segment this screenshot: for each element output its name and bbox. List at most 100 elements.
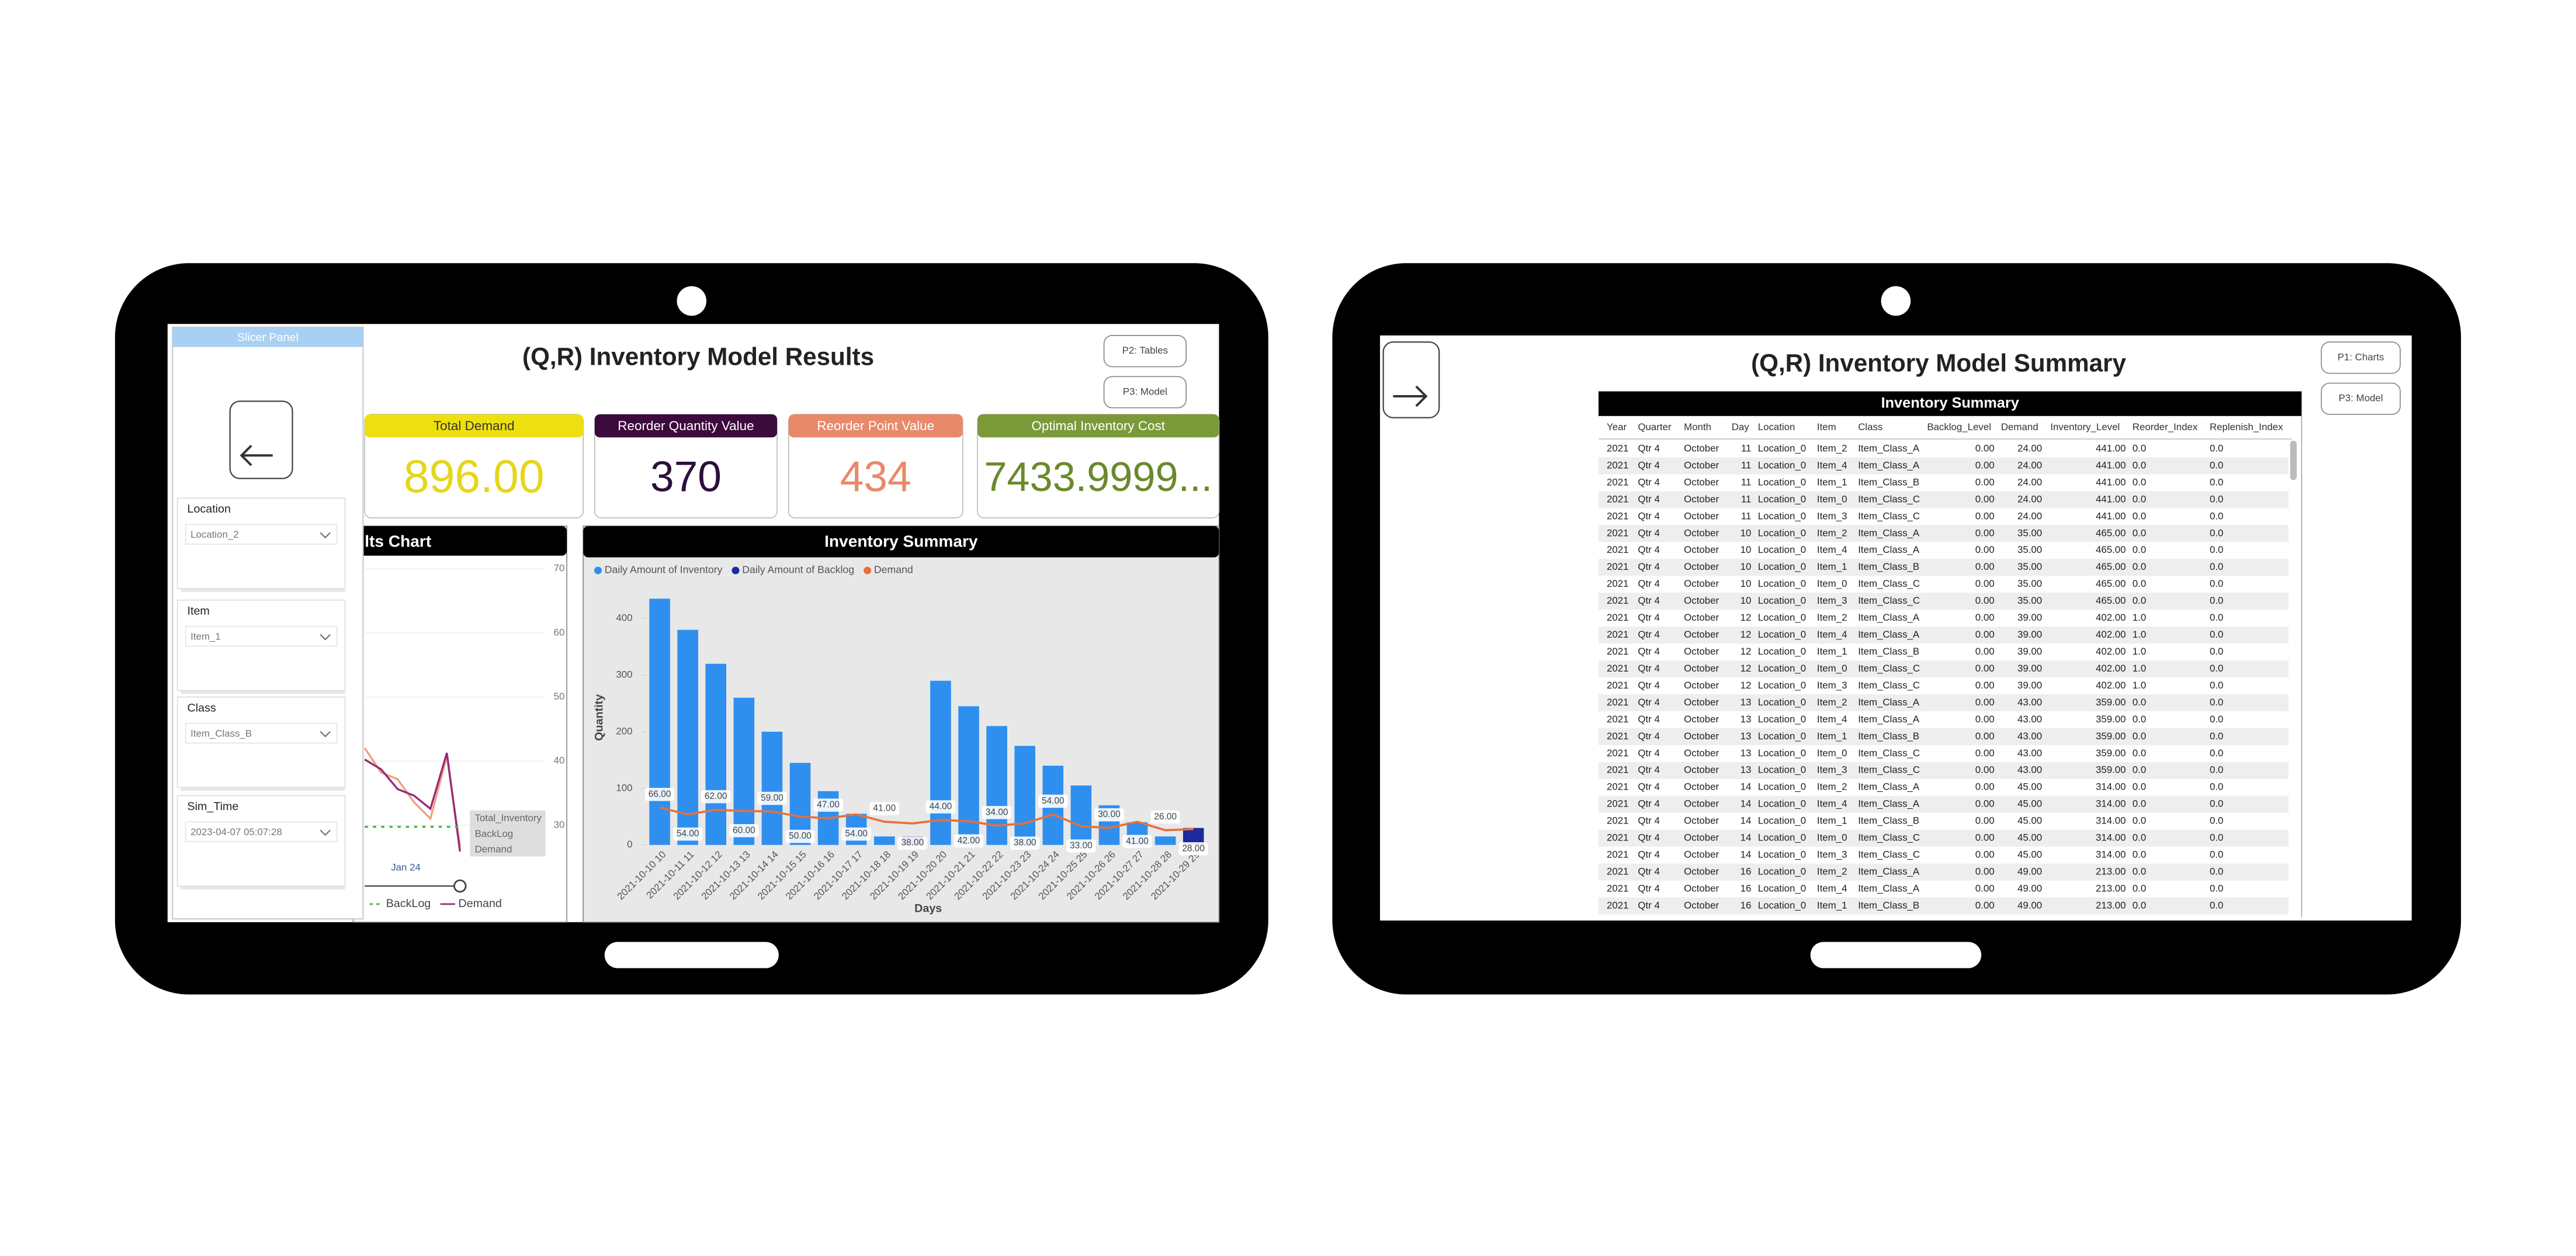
toggle-button[interactable] (1382, 341, 1440, 418)
kpi-card (594, 414, 778, 518)
table-cell: 0.0 (2133, 781, 2146, 793)
table-cell: 0.0 (2210, 595, 2223, 606)
table-cell: Item_Class_B (1858, 731, 1919, 742)
table-cell: 0.0 (2133, 849, 2146, 860)
table-cell: 11 (1741, 476, 1752, 487)
table-cell: 2021 (1607, 815, 1629, 826)
data-label-box (813, 798, 843, 812)
table-cell: 39.00 (2017, 646, 2042, 657)
table-cell: 0.0 (2133, 544, 2146, 555)
nav-button[interactable] (1103, 376, 1187, 409)
chart-title: lts Chart (365, 532, 432, 551)
table-cell: 2021 (1607, 731, 1629, 742)
table-cell: Item_4 (1817, 798, 1847, 809)
table-cell: Qtr 4 (1638, 595, 1659, 606)
table-cell: Location_0 (1758, 781, 1807, 793)
column-header: Month (1684, 421, 1711, 432)
table-cell: 2021 (1607, 883, 1629, 894)
table-cell: 0.0 (2210, 646, 2223, 657)
slicer-dropdown[interactable] (185, 524, 338, 545)
table-cell: Qtr 4 (1638, 764, 1659, 776)
data-label: 30.00 (1098, 809, 1121, 819)
nav-button[interactable] (1103, 335, 1187, 368)
table-cell: Location_0 (1758, 561, 1807, 572)
data-label-box (757, 791, 787, 805)
table-cell: Qtr 4 (1638, 561, 1659, 572)
scrollbar-thumb[interactable] (2290, 440, 2297, 480)
y-tick-label: 200 (616, 725, 632, 736)
table-cell: Item_Class_A (1858, 527, 1920, 538)
legend-swatch (864, 566, 872, 575)
table-cell: 0.00 (1975, 832, 1995, 843)
nav-button[interactable] (2321, 382, 2401, 415)
kpi-label: Reorder Quantity Value (618, 418, 754, 433)
table-cell: 12 (1741, 663, 1752, 674)
table-cell: 0.00 (1975, 697, 1995, 708)
table-cell: 0.0 (2210, 459, 2223, 470)
table-cell: Qtr 4 (1638, 731, 1659, 742)
table-cell: 0.00 (1975, 764, 1995, 776)
bar (677, 629, 698, 845)
table-cell: Location_0 (1758, 815, 1807, 826)
column-header: Day (1732, 421, 1750, 432)
table-cell: 402.00 (2096, 680, 2126, 691)
table-cell: 0.00 (1975, 663, 1995, 674)
table-cell: 0.00 (1975, 442, 1995, 454)
kpi-header (594, 414, 778, 438)
table-cell: 35.00 (2017, 578, 2042, 589)
table-cell: Qtr 4 (1638, 748, 1659, 759)
slicer-dropdown[interactable] (185, 821, 338, 842)
bar (986, 726, 1007, 845)
table-cell: 12 (1741, 680, 1752, 691)
kpi-label: Reorder Point Value (817, 418, 934, 433)
table-cell: 0.0 (2133, 510, 2146, 521)
table-cell: 0.00 (1975, 680, 1995, 691)
table-cell: 43.00 (2017, 764, 2042, 776)
legend-label: Demand (459, 897, 502, 910)
slicer-dropdown[interactable] (185, 722, 338, 744)
table-cell: Qtr 4 (1638, 866, 1659, 877)
table-cell: 2021 (1607, 442, 1629, 454)
nav-button[interactable] (2321, 341, 2401, 374)
legend-label: Demand (874, 564, 913, 576)
table-cell: Item_3 (1817, 849, 1847, 860)
table-cell: 0.0 (2133, 578, 2146, 589)
table-cell: Item_3 (1817, 595, 1847, 606)
table-cell: 465.00 (2096, 578, 2126, 589)
table-cell: Item_Class_A (1858, 442, 1920, 454)
table-cell: 14 (1741, 798, 1752, 809)
slicer-value: 2023-04-07 05:07:28 (190, 826, 282, 838)
table-cell: Qtr 4 (1638, 493, 1659, 504)
table-cell: 1.0 (2133, 629, 2146, 640)
table-cell: 0.00 (1975, 714, 1995, 725)
column-header: Backlog_Level (1927, 421, 1991, 432)
table-cell: Item_0 (1817, 493, 1847, 504)
chart-header (583, 526, 1219, 558)
slider-handle[interactable] (453, 879, 467, 893)
table-cell: 45.00 (2017, 832, 2042, 843)
data-label: 42.00 (958, 836, 980, 846)
column-header: Location (1758, 421, 1795, 432)
chart-panel (352, 525, 567, 923)
table-cell: 0.0 (2133, 798, 2146, 809)
kpi-label: Total Demand (434, 418, 515, 433)
table-cell: 359.00 (2096, 764, 2126, 776)
y-tick-label: 400 (616, 613, 632, 624)
table-cell: Item_Class_B (1858, 899, 1919, 911)
table-cell: Item_4 (1817, 714, 1847, 725)
table-cell: 2021 (1607, 764, 1629, 776)
table-cell: 45.00 (2017, 781, 2042, 793)
table-cell: Qtr 4 (1638, 798, 1659, 809)
dropdown-chevron (320, 532, 331, 539)
legend-box (470, 810, 546, 857)
table-cell: Item_0 (1817, 748, 1847, 759)
table-cell: October (1684, 798, 1719, 809)
table-cell: Item_Class_A (1858, 544, 1920, 555)
nav-button-label: P3: Model (2339, 393, 2383, 404)
slicer-dropdown[interactable] (185, 625, 338, 647)
slicer-shadow (181, 787, 345, 791)
data-label-box (785, 829, 815, 843)
row-band (1598, 660, 2289, 677)
home-button (1810, 942, 1982, 968)
table-cell: October (1684, 510, 1719, 521)
